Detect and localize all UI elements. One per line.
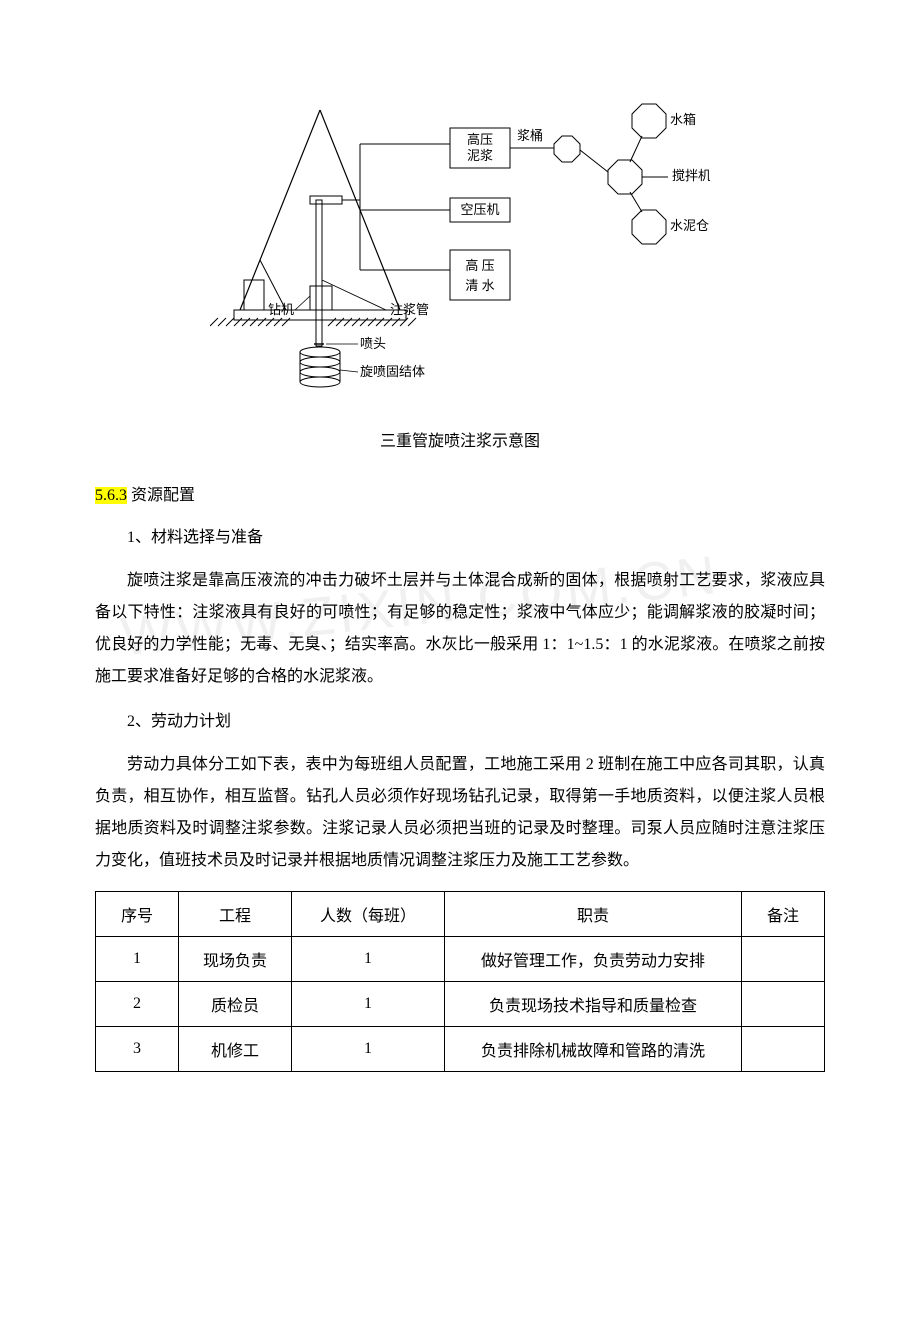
cell-role: 机修工 <box>179 1027 292 1072</box>
subheading-2: 2、劳动力计划 <box>95 707 825 731</box>
label-hp-water-l1: 高 压 <box>465 258 494 273</box>
jet-grouting-diagram: 高压 泥浆 空压机 高 压 清 水 浆桶 搅拌机 <box>210 100 710 410</box>
table-header-row: 序号 工程 人数（每班） 职责 备注 <box>96 892 825 937</box>
cell-role: 质检员 <box>179 982 292 1027</box>
label-water-tank: 水箱 <box>670 112 696 127</box>
label-hp-mud-l1: 高压 <box>467 132 493 147</box>
section-number: 5.6.3 <box>95 487 127 504</box>
cell-duty: 做好管理工作，负责劳动力安排 <box>445 937 742 982</box>
para2-body: 劳动力具体分工如下表，表中为每班组人员配置，工地施工采用 2 班制在施工中应各司… <box>95 749 825 877</box>
cell-note <box>742 937 825 982</box>
cell-seq: 3 <box>96 1027 179 1072</box>
diagram-svg-container: 高压 泥浆 空压机 高 压 清 水 浆桶 搅拌机 <box>95 100 825 415</box>
label-cement-silo: 水泥仓 <box>670 218 709 233</box>
diagram-caption: 三重管旋喷注浆示意图 <box>95 427 825 451</box>
cell-count: 1 <box>292 1027 445 1072</box>
label-slurry-bucket: 浆桶 <box>517 128 543 143</box>
col-header-role: 工程 <box>179 892 292 937</box>
section-heading: 5.6.3 资源配置 <box>95 481 825 505</box>
label-air-comp: 空压机 <box>460 202 499 217</box>
labor-table: 序号 工程 人数（每班） 职责 备注 1 现场负责 1 做好管理工作，负责劳动力… <box>95 891 825 1072</box>
cell-note <box>742 982 825 1027</box>
label-grouting-pipe: 注浆管 <box>390 302 429 317</box>
cell-count: 1 <box>292 937 445 982</box>
col-header-count: 人数（每班） <box>292 892 445 937</box>
cell-seq: 1 <box>96 937 179 982</box>
label-nozzle: 喷头 <box>360 336 386 351</box>
col-header-seq: 序号 <box>96 892 179 937</box>
cell-seq: 2 <box>96 982 179 1027</box>
cell-duty: 负责现场技术指导和质量检查 <box>445 982 742 1027</box>
para1-body: 旋喷注浆是靠高压液流的冲击力破坏土层并与土体混合成新的固体，根据喷射工艺要求，浆… <box>95 565 825 693</box>
cell-duty: 负责排除机械故障和管路的清洗 <box>445 1027 742 1072</box>
label-hp-mud-l2: 泥浆 <box>467 148 493 163</box>
label-mixer: 搅拌机 <box>672 168 710 183</box>
col-header-duty: 职责 <box>445 892 742 937</box>
label-hp-water-l2: 清 水 <box>465 278 494 293</box>
cell-count: 1 <box>292 982 445 1027</box>
label-solidified-body: 旋喷固结体 <box>360 364 425 379</box>
col-header-note: 备注 <box>742 892 825 937</box>
label-drill-rig: 钻机 <box>268 302 294 317</box>
cell-role: 现场负责 <box>179 937 292 982</box>
subheading-1: 1、材料选择与准备 <box>95 523 825 547</box>
table-row: 1 现场负责 1 做好管理工作，负责劳动力安排 <box>96 937 825 982</box>
cell-note <box>742 1027 825 1072</box>
section-title: 资源配置 <box>131 487 195 504</box>
table-row: 2 质检员 1 负责现场技术指导和质量检查 <box>96 982 825 1027</box>
table-row: 3 机修工 1 负责排除机械故障和管路的清洗 <box>96 1027 825 1072</box>
